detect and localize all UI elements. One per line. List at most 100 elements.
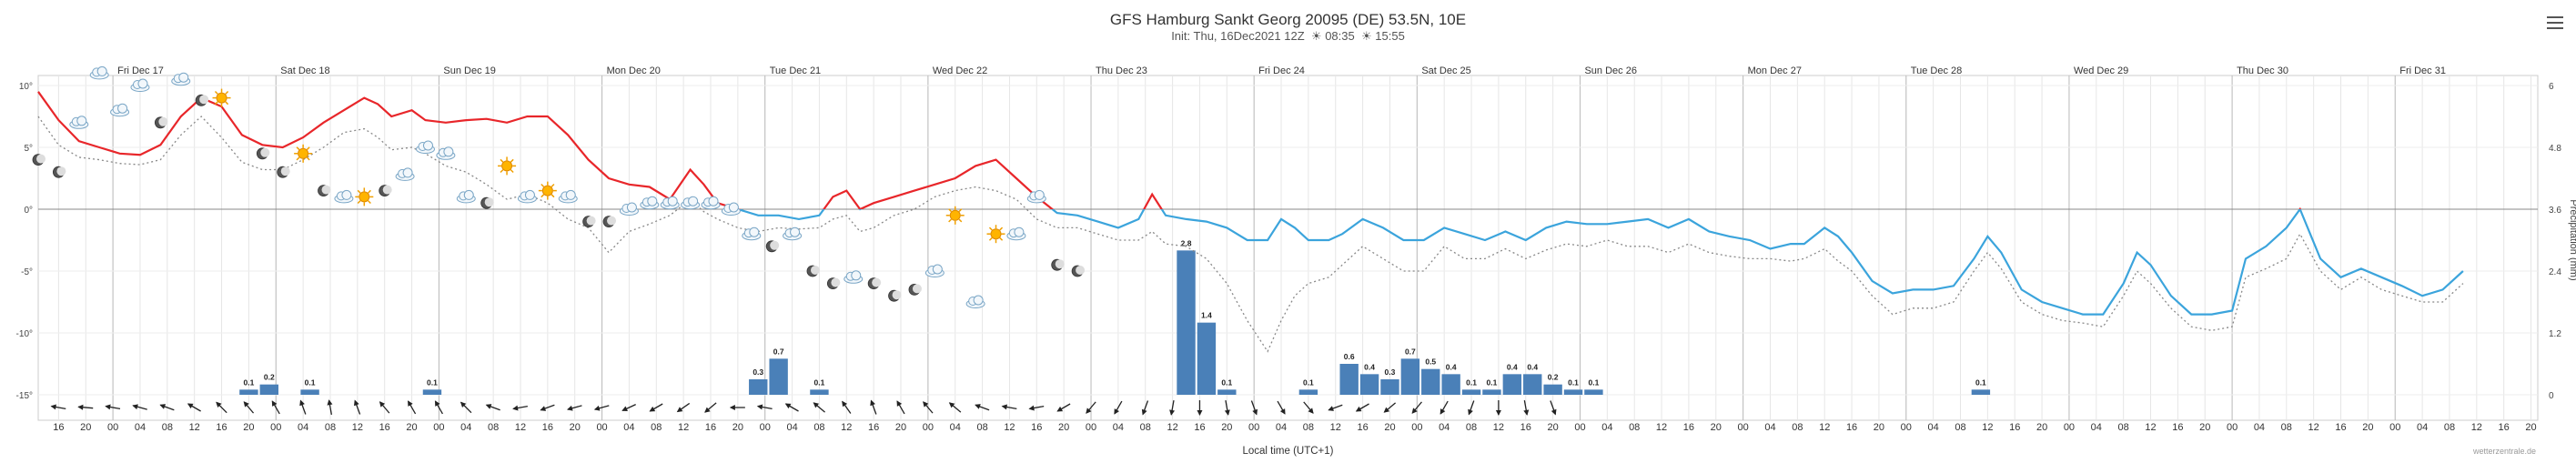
hour-tick-label: 12	[2308, 422, 2319, 433]
hour-tick-label: 20	[2036, 422, 2047, 433]
cloud-icon	[436, 146, 456, 160]
day-label: Fri Dec 17	[117, 65, 164, 76]
sun-icon	[355, 187, 374, 206]
wind-arrow-icon	[1086, 401, 1096, 414]
hour-tick-label: 00	[107, 422, 118, 433]
hour-tick-label: 00	[2389, 422, 2400, 433]
hour-tick-label: 00	[2227, 422, 2238, 433]
hour-tick-label: 08	[1303, 422, 1314, 433]
precip-value-label: 0.2	[1548, 373, 1559, 382]
night-cloud-icon	[52, 166, 66, 178]
precip-tick-label: 3.6	[2549, 206, 2561, 216]
hour-tick-label: 08	[2444, 422, 2455, 433]
precip-tick-label: 1.2	[2549, 329, 2561, 339]
cloud-icon	[660, 196, 680, 210]
night-cloud-icon	[1051, 258, 1065, 271]
wind-arrow-icon	[870, 399, 877, 415]
precip-value-label: 0.1	[814, 377, 825, 387]
night-cloud-icon	[480, 196, 494, 209]
hour-tick-label: 20	[1547, 422, 1558, 433]
hour-tick-label: 12	[352, 422, 363, 433]
wind-arrow-icon	[1277, 400, 1286, 415]
cloud-icon	[110, 103, 130, 117]
precip-bar	[1441, 374, 1460, 395]
wind-arrow-icon	[105, 404, 121, 410]
wind-arrow-icon	[1468, 400, 1475, 416]
precip-bar	[1359, 374, 1379, 395]
hour-tick-label: 16	[1194, 422, 1205, 433]
hour-tick-label: 16	[2335, 422, 2346, 433]
hour-tick-label: 08	[1792, 422, 1803, 433]
precip-bar	[1400, 358, 1420, 395]
wind-arrow-icon	[1250, 400, 1258, 416]
cloud-icon	[721, 202, 741, 216]
wind-arrow-icon	[784, 403, 799, 412]
hour-tick-label: 12	[1982, 422, 1993, 433]
cloud-icon	[415, 140, 435, 154]
cloud-icon	[130, 78, 150, 92]
sun-icon	[294, 144, 313, 163]
precip-bar	[259, 384, 278, 395]
precip-axis-title: Precipitation (mm)	[2568, 199, 2576, 280]
hour-tick-label: 08	[976, 422, 987, 433]
hour-tick-label: 08	[1466, 422, 1477, 433]
hour-tick-label: 16	[2499, 422, 2510, 433]
hour-tick-label: 20	[1711, 422, 1722, 433]
night-cloud-icon	[888, 289, 902, 302]
hour-tick-label: 04	[950, 422, 961, 433]
hour-tick-label: 00	[1901, 422, 1912, 433]
wind-arrow-icon	[1328, 404, 1343, 411]
cloud-icon	[517, 189, 537, 204]
wind-arrow-icon	[271, 400, 280, 415]
hour-tick-label: 16	[53, 422, 64, 433]
wind-arrow-icon	[540, 404, 555, 411]
precip-value-label: 0.1	[1221, 377, 1232, 387]
hour-tick-label: 00	[433, 422, 444, 433]
night-cloud-icon	[908, 283, 922, 296]
precip-value-label: 0.1	[1303, 377, 1314, 387]
day-label: Thu Dec 23	[1096, 65, 1147, 76]
hour-tick-label: 12	[1330, 422, 1341, 433]
cloud-icon	[619, 202, 639, 216]
hour-tick-label: 16	[1846, 422, 1857, 433]
hour-tick-label: 08	[2281, 422, 2292, 433]
init-line: Init: Thu, 16Dec2021 12Z ☀ 08:35 ☀ 15:55	[0, 29, 2576, 44]
hour-tick-label: 20	[570, 422, 581, 433]
sun-icon	[212, 88, 231, 107]
temp-tick-label: 10°	[19, 82, 33, 92]
precip-bar	[1482, 389, 1501, 395]
wind-arrow-icon	[1114, 400, 1123, 415]
wind-arrow-icon	[1028, 405, 1045, 411]
init-label: Init: Thu, 16Dec2021 12Z	[1171, 29, 1305, 43]
day-label: Sun Dec 26	[1584, 65, 1636, 76]
dewpoint-line	[37, 116, 2464, 353]
wind-arrow-icon	[1355, 403, 1369, 412]
x-axis-title: Local time (UTC+1)	[1242, 446, 1333, 457]
precip-value-label: 0.4	[1364, 362, 1375, 371]
day-label: Wed Dec 29	[2074, 65, 2128, 76]
hour-tick-label: 04	[135, 422, 146, 433]
hour-tick-label: 12	[678, 422, 689, 433]
night-cloud-icon	[154, 116, 168, 129]
hour-tick-label: 08	[1955, 422, 1965, 433]
wind-arrow-icon	[299, 399, 307, 415]
hamburger-menu-icon[interactable]	[2547, 16, 2563, 29]
wind-arrow-icon	[1303, 401, 1314, 414]
wind-arrow-icon	[1224, 400, 1230, 416]
night-cloud-icon	[1071, 265, 1086, 277]
hour-tick-label: 04	[1276, 422, 1287, 433]
wind-arrow-icon	[621, 404, 636, 411]
hour-tick-label: 00	[1086, 422, 1096, 433]
temp-tick-label: 0°	[24, 206, 33, 216]
precip-bar	[1543, 384, 1562, 395]
hour-tick-label: 08	[1140, 422, 1151, 433]
wind-arrow-icon	[1550, 400, 1557, 416]
hour-tick-label: 20	[406, 422, 417, 433]
sunset-time: 15:55	[1375, 29, 1405, 43]
hour-tick-label: 04	[2091, 422, 2102, 433]
hour-tick-label: 00	[1574, 422, 1585, 433]
cloud-icon	[69, 116, 89, 129]
hour-tick-label: 12	[841, 422, 852, 433]
hour-tick-label: 00	[1248, 422, 1259, 433]
